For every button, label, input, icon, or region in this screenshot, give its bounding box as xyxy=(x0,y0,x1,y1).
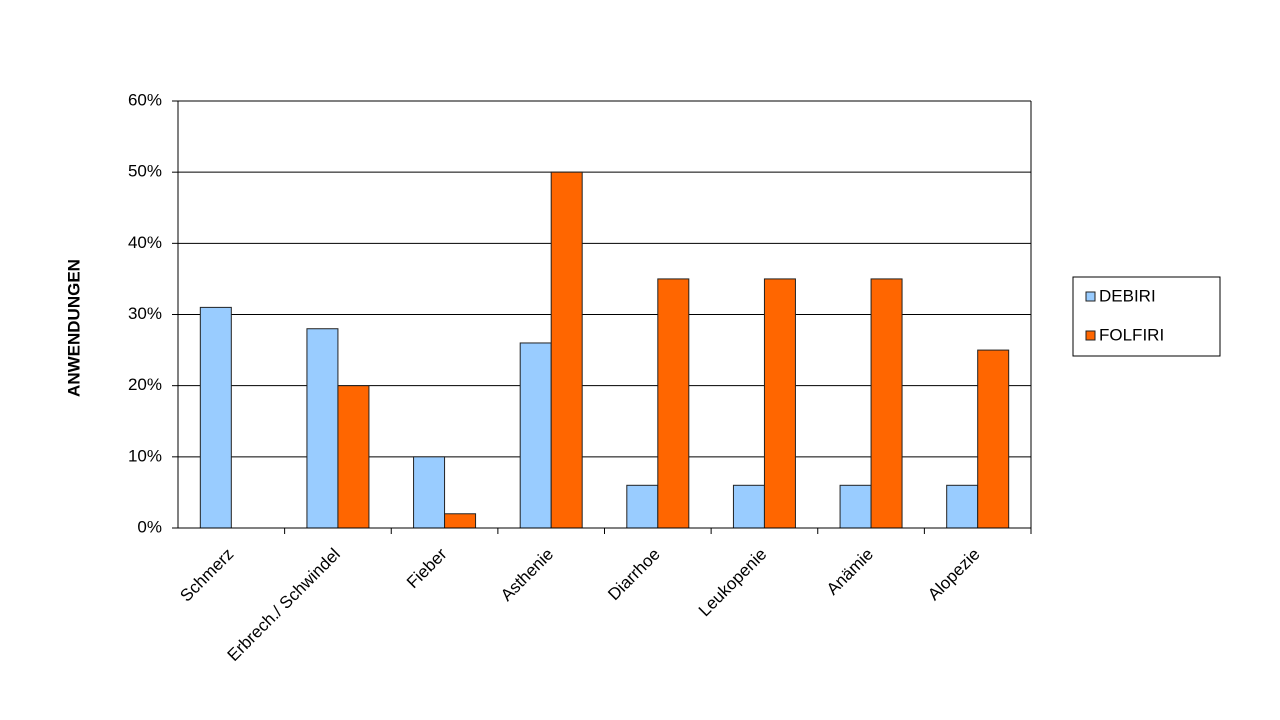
bar xyxy=(870,278,903,529)
legend-box xyxy=(1072,276,1221,357)
x-tick-label: Leukopenie xyxy=(695,545,771,621)
legend-swatch xyxy=(1085,291,1096,302)
y-tick-label: 30% xyxy=(128,304,162,323)
y-tick-label: 20% xyxy=(128,375,162,394)
y-tick-label: 10% xyxy=(128,446,162,465)
x-tick-label: Erbrech./ Schwindel xyxy=(224,545,344,665)
bar xyxy=(306,328,339,529)
bar xyxy=(413,456,446,529)
y-tick-label: 50% xyxy=(128,162,162,181)
bar xyxy=(763,278,796,529)
legend-label: DEBIRI xyxy=(1099,286,1156,305)
legend-label: FOLFIRI xyxy=(1099,325,1164,344)
y-tick-label: 40% xyxy=(128,233,162,252)
x-tick-label: Diarrhoe xyxy=(604,545,664,605)
bar xyxy=(199,306,232,529)
bar xyxy=(657,278,690,529)
x-tick-label: Fieber xyxy=(403,544,451,592)
bar xyxy=(977,349,1010,529)
x-tick-label: Schmerz xyxy=(176,545,237,606)
bar xyxy=(444,513,477,529)
legend-swatch xyxy=(1085,330,1096,341)
x-tick-label: Anämie xyxy=(823,545,877,599)
x-tick-label: Alopezie xyxy=(924,545,984,605)
bar xyxy=(519,342,552,529)
y-tick-label: 0% xyxy=(137,517,162,536)
y-tick-label: 60% xyxy=(128,90,162,109)
bar xyxy=(946,484,979,529)
bar xyxy=(626,484,659,529)
bar xyxy=(732,484,765,529)
bar xyxy=(337,385,370,529)
y-axis-label: ANWENDUNGEN xyxy=(64,259,83,397)
x-tick-label: Asthenie xyxy=(497,545,557,605)
bar xyxy=(839,484,872,529)
bar xyxy=(550,171,583,529)
